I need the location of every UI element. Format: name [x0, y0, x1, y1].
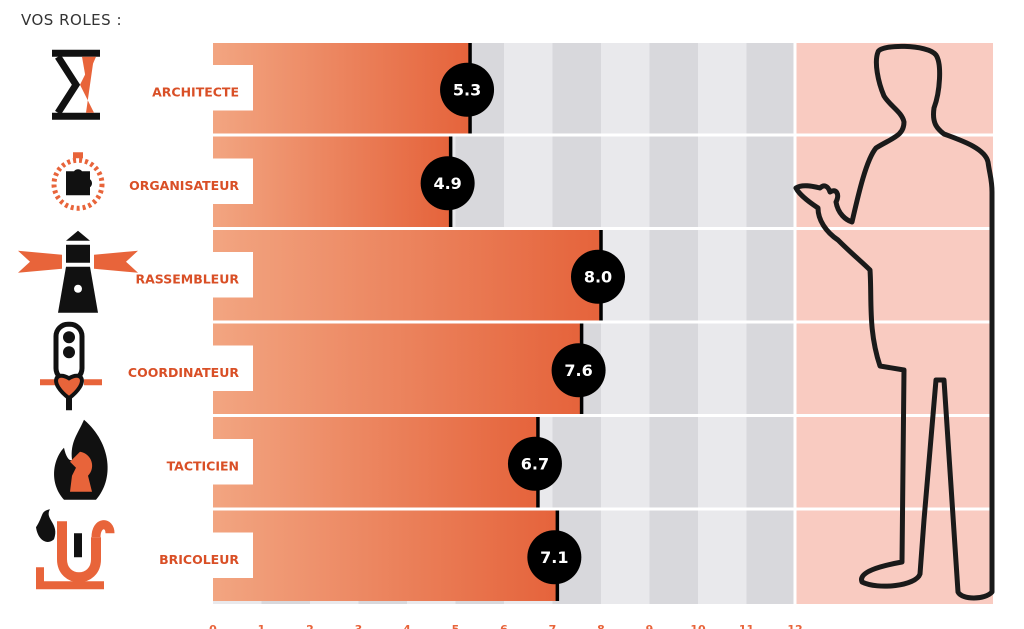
- role-icons: [18, 49, 138, 590]
- hourglass-icon: [52, 49, 100, 120]
- bars: [213, 43, 601, 601]
- traffic-light-heart-icon: [40, 321, 102, 411]
- x-tick-label: 4: [403, 623, 411, 629]
- value-marker-circle: [420, 156, 475, 211]
- x-tick-label: 9: [646, 623, 654, 629]
- x-tick-label: 7: [549, 623, 557, 629]
- role-label-panel: [123, 252, 253, 298]
- x-tick-label: 12: [787, 623, 802, 629]
- role-label: TACTICIEN: [167, 458, 239, 473]
- value-label: 7.6: [564, 361, 592, 380]
- magnet-flame-icon: [36, 509, 115, 590]
- bar: [213, 417, 538, 508]
- value-label: 7.1: [540, 548, 568, 567]
- person-silhouette: [793, 43, 995, 601]
- value-label: 8.0: [584, 267, 612, 286]
- x-tick-label: 6: [500, 623, 508, 629]
- x-tick-label: 0: [209, 623, 217, 629]
- stopwatch-puzzle-icon: [51, 152, 105, 211]
- role-label-panel: [123, 439, 253, 485]
- chess-knight-flame-icon: [54, 419, 108, 500]
- value-marker-circle: [440, 62, 495, 117]
- role-label-panel: [123, 65, 253, 111]
- x-tick-label: 3: [355, 623, 363, 629]
- bar: [213, 323, 582, 414]
- value-marker-circle: [551, 343, 606, 398]
- value-label: 5.3: [453, 80, 481, 99]
- value-label: 4.9: [433, 174, 461, 193]
- page-title: VOS ROLES :: [21, 11, 123, 29]
- value-label: 6.7: [521, 454, 549, 473]
- role-label: BRICOLEUR: [159, 552, 239, 567]
- role-label: RASSEMBLEUR: [135, 271, 239, 286]
- role-label: COORDINATEUR: [128, 365, 239, 380]
- x-tick-label: 2: [306, 623, 314, 629]
- role-labels: ARCHITECTE ORGANISATEUR RASSEMBLEUR COORDIN…: [123, 65, 253, 578]
- x-axis-ticks: 0123456789101112: [209, 623, 802, 629]
- x-tick-label: 11: [739, 623, 754, 629]
- bar: [213, 43, 471, 134]
- value-marker-circle: [507, 436, 562, 491]
- role-label: ORGANISATEUR: [129, 178, 239, 193]
- value-marker-circle: [571, 249, 625, 304]
- role-label-panel: [123, 158, 253, 204]
- role-label-panel: [123, 345, 253, 391]
- x-tick-label: 5: [452, 623, 460, 629]
- x-tick-label: 8: [597, 623, 605, 629]
- x-tick-label: 10: [690, 623, 706, 629]
- bar: [213, 510, 558, 601]
- role-label-panel: [123, 532, 253, 578]
- role-label: ARCHITECTE: [152, 84, 239, 99]
- value-markers: 5.3 4.9 8.0 7.6 6.7 7.1: [420, 43, 625, 601]
- gridlines: [213, 43, 993, 604]
- value-marker-circle: [527, 530, 582, 585]
- lighthouse-icon: [18, 230, 138, 313]
- x-tick-label: 1: [258, 623, 266, 629]
- bar: [213, 230, 601, 321]
